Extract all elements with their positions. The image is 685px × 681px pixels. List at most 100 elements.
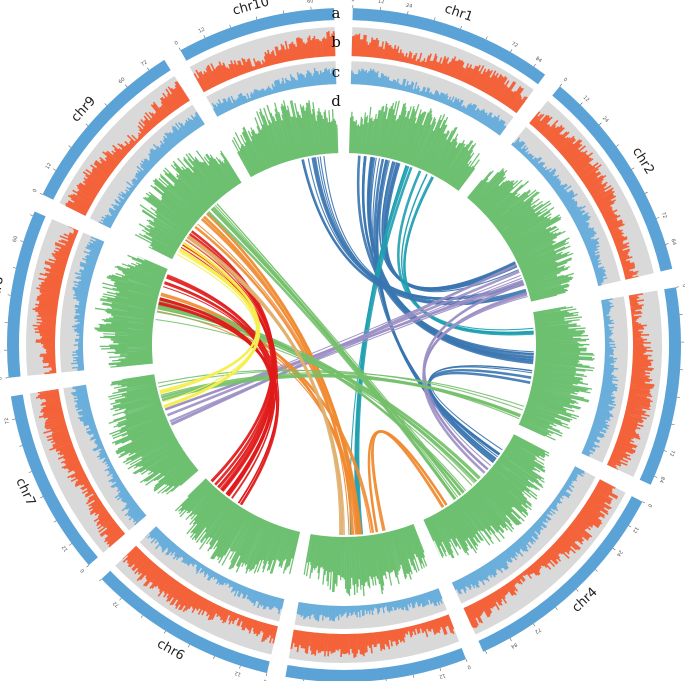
tick-mark bbox=[675, 286, 680, 288]
ideogram-chr9 bbox=[42, 59, 171, 200]
track-b-histogram-chr1 bbox=[351, 33, 528, 114]
tick-label: 84 bbox=[658, 475, 666, 483]
track-d-histogram-chr5 bbox=[303, 524, 428, 597]
tick-label: 12 bbox=[378, 0, 385, 5]
tick-mark bbox=[282, 10, 285, 14]
tick-mark bbox=[187, 644, 190, 648]
track-c-histogram-chr4 bbox=[451, 466, 585, 595]
tick-mark bbox=[86, 564, 90, 568]
chromosome-label-chr8: chr8 bbox=[0, 275, 7, 306]
track-b-histogram-chr10 bbox=[193, 31, 336, 93]
tick-label: 0 bbox=[0, 377, 4, 381]
tick-mark bbox=[671, 423, 675, 426]
track-c-histogram-chr2 bbox=[511, 137, 608, 286]
tick-mark bbox=[642, 501, 646, 504]
ideogram-chr2 bbox=[552, 86, 673, 272]
tick-label: 12 bbox=[0, 347, 2, 353]
tick-mark bbox=[69, 543, 72, 546]
track-label-d: d bbox=[331, 92, 341, 110]
ideogram-chr3 bbox=[639, 287, 682, 485]
tick-mark bbox=[485, 36, 488, 40]
tick-label: 12 bbox=[45, 162, 53, 171]
track-d-histogram-chr2 bbox=[467, 168, 574, 302]
tick-mark bbox=[665, 243, 669, 245]
track-c-histogram-chr9 bbox=[98, 111, 205, 229]
track-b-histogram-chr2 bbox=[529, 111, 639, 280]
tick-mark bbox=[12, 267, 16, 269]
tick-label: 12 bbox=[198, 27, 206, 35]
tick-mark bbox=[663, 450, 667, 452]
link-chr5-chr8 bbox=[160, 292, 358, 535]
tick-mark bbox=[510, 49, 513, 53]
tick-mark bbox=[85, 123, 89, 126]
tick-mark bbox=[140, 615, 144, 618]
tick-mark bbox=[178, 47, 181, 51]
track-d-histogram-chr4 bbox=[423, 434, 550, 559]
ideogram-chr8 bbox=[7, 211, 46, 378]
tick-mark bbox=[465, 659, 468, 663]
tick-mark bbox=[239, 665, 241, 669]
tick-label: 0 bbox=[32, 188, 39, 194]
tick-label: 12 bbox=[438, 672, 446, 680]
tick-mark bbox=[533, 623, 536, 627]
link-chr8-chr4 bbox=[157, 306, 481, 479]
tick-mark bbox=[20, 240, 24, 242]
tick-mark bbox=[576, 589, 579, 592]
track-c-histogram-chr3 bbox=[581, 298, 619, 457]
tick-label: 0 bbox=[562, 77, 568, 84]
tick-mark bbox=[53, 168, 56, 171]
tracks-layer bbox=[7, 8, 682, 681]
tick-mark bbox=[612, 547, 616, 551]
tick-mark bbox=[656, 217, 660, 219]
tick-mark bbox=[439, 667, 442, 672]
tick-mark bbox=[460, 25, 462, 29]
link-chr9-chr7 bbox=[159, 248, 259, 394]
tick-mark bbox=[407, 11, 409, 15]
link-chr9-chr7 bbox=[160, 243, 259, 394]
track-d-histogram-chr9 bbox=[134, 150, 242, 260]
tick-mark bbox=[255, 16, 258, 20]
links-layer bbox=[155, 155, 534, 536]
link-chr1-chr3 bbox=[366, 156, 534, 359]
tick-mark bbox=[39, 192, 43, 195]
tick-mark bbox=[229, 24, 231, 28]
tick-mark bbox=[485, 650, 487, 654]
track-c-histogram-chr7 bbox=[71, 384, 147, 526]
tick-mark bbox=[628, 525, 632, 528]
track-d-histogram-chr7 bbox=[108, 374, 199, 495]
track-c-histogram-chr6 bbox=[144, 526, 285, 615]
tick-label: 24 bbox=[615, 549, 624, 558]
tick-label: 0 bbox=[646, 503, 653, 509]
link-chr3-chr4 bbox=[428, 365, 533, 455]
track-b-histogram-chr3 bbox=[607, 293, 655, 470]
tick-mark bbox=[147, 67, 150, 71]
link-chr2-chr7 bbox=[164, 279, 524, 411]
link-chr2-chr4 bbox=[424, 295, 528, 470]
tick-mark bbox=[99, 578, 102, 582]
link-chr1-chr2 bbox=[381, 161, 516, 289]
tick-label: 0 bbox=[174, 40, 180, 47]
tick-label: 60 bbox=[307, 0, 314, 5]
tick-mark bbox=[40, 496, 44, 499]
link-chr2-chr7 bbox=[170, 282, 524, 423]
link-chr2-chr7 bbox=[169, 277, 523, 422]
track-label-b: b bbox=[331, 33, 341, 51]
tick-mark bbox=[119, 597, 122, 601]
tick-mark bbox=[203, 35, 206, 39]
tick-label: 12 bbox=[582, 95, 591, 104]
tick-label: 0 bbox=[466, 663, 471, 670]
track-d-histogram-chr6 bbox=[174, 478, 301, 575]
tick-mark bbox=[19, 445, 23, 447]
tick-mark bbox=[509, 638, 512, 642]
track-b-histogram-chr8 bbox=[32, 226, 79, 375]
chromosome-label-chr7: chr7 bbox=[12, 476, 38, 509]
tick-label: 72 bbox=[660, 211, 668, 219]
link-chr5-chr4 bbox=[370, 430, 444, 532]
tick-mark bbox=[580, 102, 583, 105]
tick-label: 24 bbox=[405, 3, 412, 10]
ideogram-chr5 bbox=[285, 648, 466, 681]
tick-mark bbox=[616, 144, 619, 147]
track-b-histogram-chr7 bbox=[35, 389, 126, 548]
tick-mark bbox=[644, 191, 648, 194]
tick-mark bbox=[631, 167, 635, 170]
